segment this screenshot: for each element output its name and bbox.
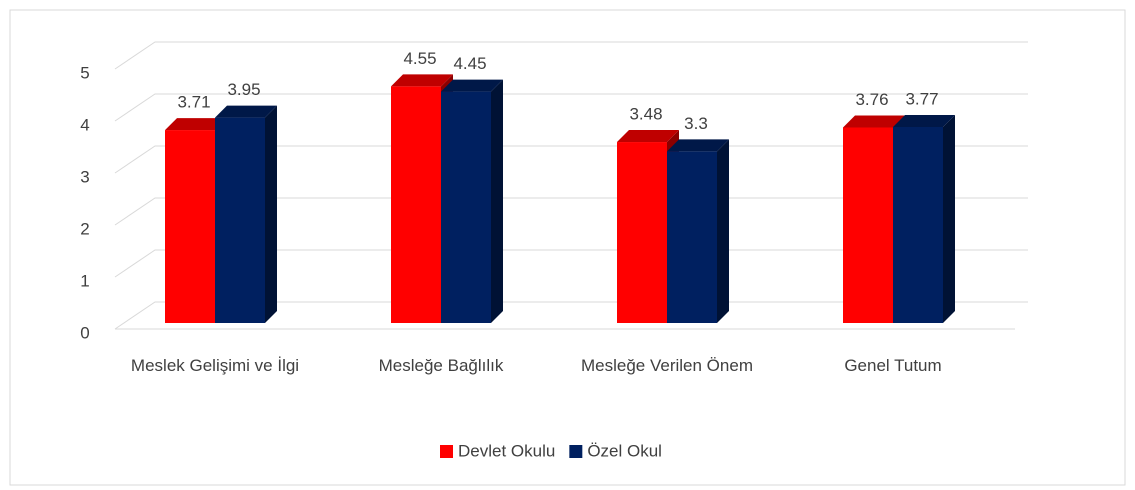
legend-swatch [440,445,453,458]
x-tick-label: Mesleğe Bağlılık [379,356,504,375]
bar-side [943,114,955,324]
bar-front [893,126,943,324]
legend-label: Özel Okul [587,441,662,460]
y-tick-label: 1 [80,271,89,290]
y-tick-label: 5 [80,63,89,82]
x-tick-line: Mesleğe Bağlılık [379,356,504,375]
bar-side [491,79,503,323]
x-tick-label: Mesleğe Verilen Önem [581,356,753,375]
bar-front [165,130,215,323]
bar-top [391,74,453,87]
bar-front [215,117,265,323]
x-tick-label: Genel Tutum [844,356,941,375]
legend-label: Devlet Okulu [458,441,555,460]
data-label: 3.77 [905,89,938,108]
y-tick-label: 3 [80,167,89,186]
data-label: 3.95 [227,80,260,99]
grid-line [114,93,1028,122]
legend-swatch [569,445,583,458]
bar [667,139,729,323]
grid-line [114,301,1028,330]
grid-line [114,197,1028,226]
bar-side [717,139,729,323]
bar-top [215,105,277,118]
grid-line [114,145,1028,174]
data-label: 3.76 [855,90,888,109]
x-tick-label: Meslek Gelişimi ve İlgi [131,356,299,375]
y-tick-label: 4 [80,115,89,134]
data-label: 3.71 [177,93,210,112]
x-tick-line: Genel Tutum [844,356,941,375]
bar-front [843,127,893,323]
bar [893,114,955,324]
bar-top [843,115,905,128]
x-tick-line: Mesleğe Verilen Önem [581,356,753,375]
bar-top [667,139,729,152]
grid-line [114,41,1028,70]
data-label: 4.55 [403,49,436,68]
bar-top [617,130,679,143]
bar-top [441,79,503,92]
data-label: 3.3 [684,114,708,133]
data-label: 4.45 [453,54,486,73]
bar-side [265,105,277,323]
y-tick-label: 2 [80,219,89,238]
bar-top [893,114,955,127]
grid-line [114,249,1028,278]
bar-front [441,91,491,323]
x-tick-line: Meslek Gelişimi ve İlgi [131,356,299,375]
bar-front [617,142,667,323]
bar-front [391,86,441,324]
data-label: 3.48 [629,105,662,124]
bar [441,79,503,323]
bar-front [667,151,717,323]
bar [215,105,277,323]
y-tick-label: 0 [80,323,89,342]
bar-top [165,118,227,131]
